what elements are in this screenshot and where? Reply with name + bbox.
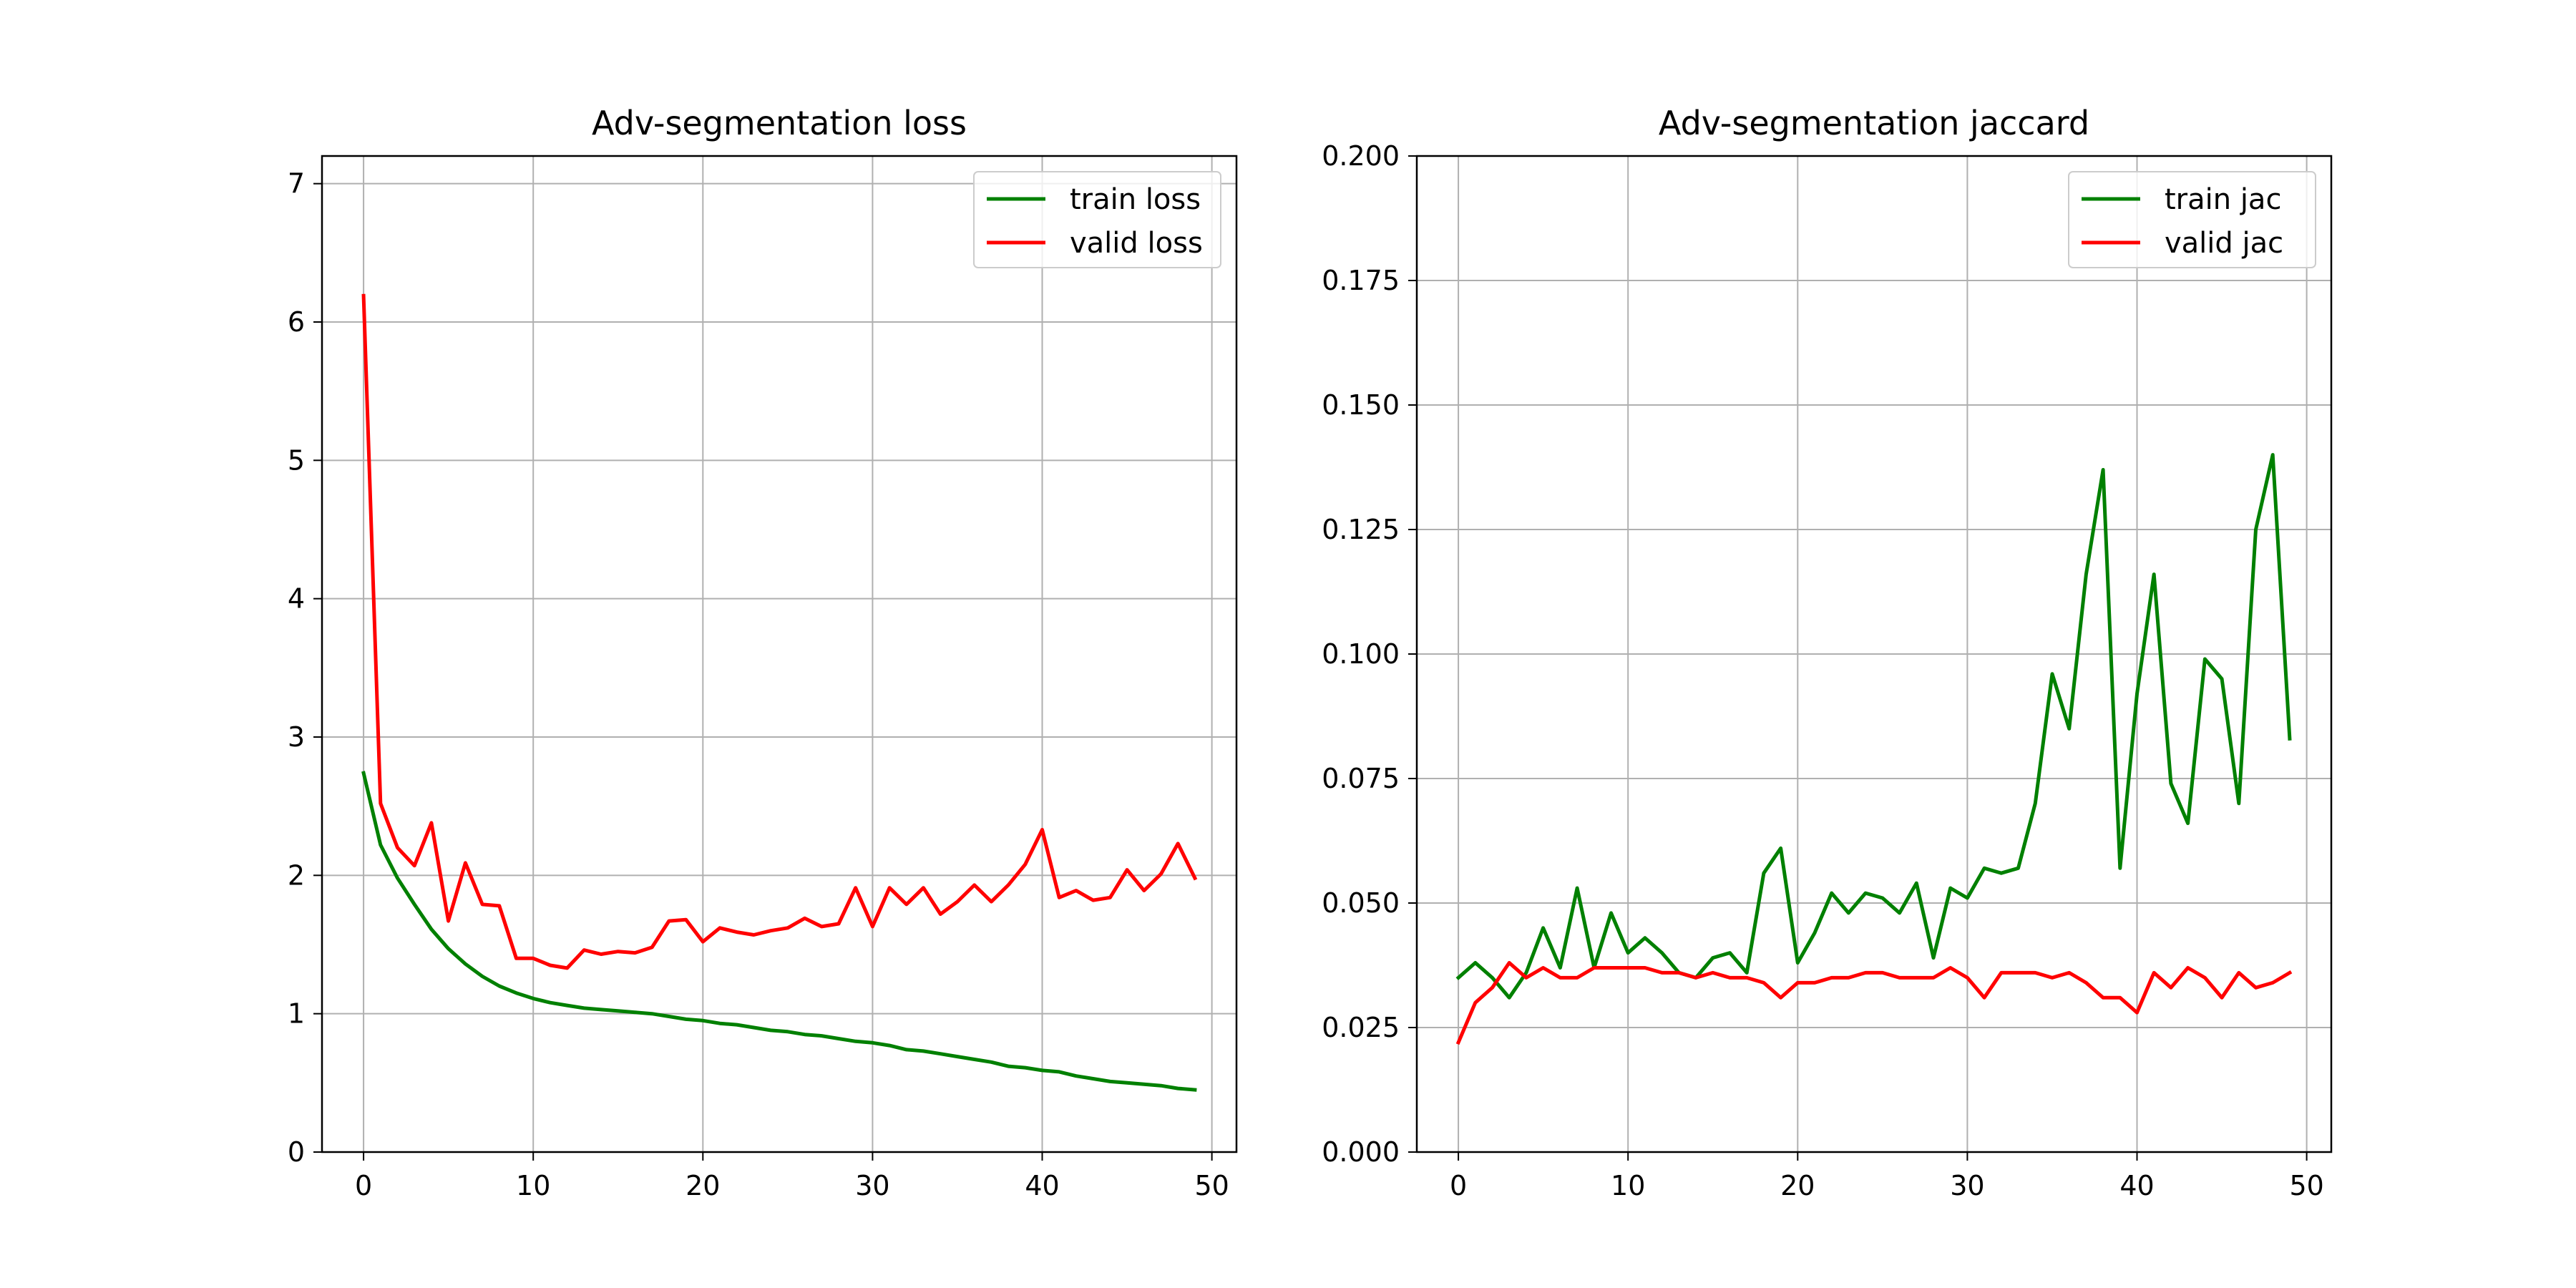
jaccard-x-tick-label: 50 <box>2289 1170 2323 1201</box>
jaccard-legend-label-train: train jac <box>2165 183 2281 216</box>
loss-y-tick-label: 2 <box>288 859 305 891</box>
loss-x-tick-label: 10 <box>516 1170 550 1201</box>
jaccard-y-tick-label: 0.075 <box>1322 763 1400 794</box>
loss-ticks: 0 10 20 30 40 50 0 1 2 3 4 5 6 7 <box>288 168 1229 1201</box>
jaccard-x-tick-label: 20 <box>1780 1170 1815 1201</box>
loss-legend-label-train: train loss <box>1070 183 1201 216</box>
jaccard-y-tick-label: 0.100 <box>1322 638 1400 670</box>
loss-y-tick-label: 3 <box>288 721 305 753</box>
loss-x-tick-label: 40 <box>1025 1170 1059 1201</box>
jaccard-y-tick-label: 0.200 <box>1322 140 1400 172</box>
loss-axes-frame <box>321 155 1238 1153</box>
jaccard-x-tick-label: 0 <box>1450 1170 1467 1201</box>
jaccard-legend: train jac valid jac <box>2068 171 2316 268</box>
jaccard-series-valid-line <box>1455 961 2293 1045</box>
jaccard-y-tick-label: 0.150 <box>1322 389 1400 421</box>
loss-series-group <box>361 293 1198 1092</box>
jaccard-y-tick-label: 0.050 <box>1322 887 1400 919</box>
loss-chart: 0 10 20 30 40 50 0 1 2 3 4 5 6 7 Adv-segmentation los… <box>288 104 1238 1201</box>
jaccard-ticks: 0 10 20 30 40 50 0.000 0.025 0.050 0.075 0.100 0.12… <box>1322 140 2324 1201</box>
jaccard-y-tick-label: 0.025 <box>1322 1012 1400 1043</box>
loss-x-tick-label: 20 <box>686 1170 720 1201</box>
jaccard-x-tick-label: 30 <box>1950 1170 1984 1201</box>
loss-y-tick-label: 4 <box>288 583 305 615</box>
jaccard-y-tick-label: 0.125 <box>1322 514 1400 545</box>
loss-legend-label-valid: valid loss <box>1070 227 1203 260</box>
jaccard-x-tick-label: 40 <box>2119 1170 2154 1201</box>
loss-series-train-line <box>361 771 1197 1092</box>
loss-x-tick-label: 50 <box>1194 1170 1229 1201</box>
loss-y-tick-label: 6 <box>288 306 305 338</box>
loss-x-tick-label: 30 <box>855 1170 889 1201</box>
jaccard-x-tick-label: 10 <box>1611 1170 1645 1201</box>
loss-grid <box>322 156 1236 1153</box>
jaccard-chart-title: Adv-segmentation jaccard <box>1659 104 2089 142</box>
loss-x-tick-label: 0 <box>355 1170 372 1201</box>
jaccard-y-tick-label: 0.000 <box>1322 1136 1400 1168</box>
loss-y-tick-label: 7 <box>288 168 305 200</box>
loss-legend: train loss valid loss <box>973 171 1221 268</box>
jaccard-y-tick-label: 0.175 <box>1322 265 1400 296</box>
jaccard-chart: 0 10 20 30 40 50 0.000 0.025 0.050 0.075 0.100 0.12… <box>1322 104 2333 1201</box>
loss-y-tick-label: 1 <box>288 998 305 1030</box>
loss-series-valid-line <box>361 293 1198 970</box>
loss-y-tick-label: 5 <box>288 444 305 476</box>
loss-chart-title: Adv-segmentation loss <box>592 104 967 142</box>
jaccard-series-group <box>1455 453 2293 1045</box>
jaccard-legend-label-valid: valid jac <box>2165 227 2283 260</box>
loss-y-tick-label: 0 <box>288 1136 305 1168</box>
jaccard-series-train-line <box>1455 453 2292 1000</box>
